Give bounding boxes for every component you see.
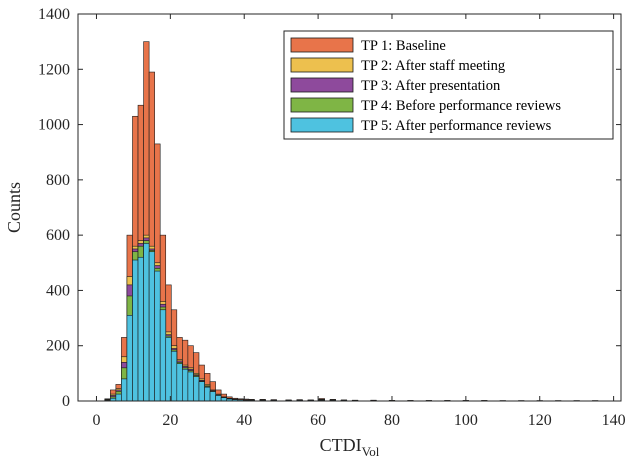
- bar-series-5: [126, 315, 133, 402]
- bar-series-5: [209, 391, 216, 402]
- bar-series-5: [159, 309, 167, 402]
- x-tick-label: 60: [310, 412, 326, 429]
- bar-series-5: [143, 243, 150, 402]
- y-tick-label: 600: [46, 227, 70, 244]
- legend-entry: TP 4: Before performance reviews: [361, 98, 561, 114]
- y-axis: 0 200 400 600 800 1000 1200 1400: [38, 6, 621, 410]
- bar-series-5: [137, 256, 144, 402]
- legend-swatch: [290, 37, 354, 53]
- x-tick-label: 140: [602, 412, 626, 429]
- bar-series-5: [165, 337, 172, 402]
- bar-series-5: [182, 368, 189, 402]
- x-tick-label: 0: [92, 412, 100, 429]
- bar-series-5: [176, 363, 183, 402]
- legend-swatch: [290, 77, 354, 93]
- x-tick-label: 120: [528, 412, 552, 429]
- bar-series-5: [198, 381, 205, 402]
- x-axis-label: CTDIVol: [320, 435, 380, 459]
- x-tick-label: 40: [236, 412, 252, 429]
- plot-frame: [77, 13, 622, 402]
- x-axis-label-subscript: Vol: [362, 444, 380, 459]
- x-axis-label-main: CTDI: [320, 435, 362, 455]
- y-tick-label: 1000: [38, 117, 70, 134]
- x-tick-label: 100: [454, 412, 478, 429]
- y-tick-label: 1400: [38, 6, 70, 23]
- y-tick-label: 400: [46, 282, 70, 299]
- y-tick-label: 1200: [38, 61, 70, 78]
- x-tick-label: 80: [384, 412, 400, 429]
- bar-series-5: [187, 371, 194, 402]
- y-tick-label: 200: [46, 338, 70, 355]
- legend-entry: TP 5: After performance reviews: [361, 118, 552, 134]
- bar-series-5: [193, 376, 200, 402]
- bar-series-5: [121, 378, 128, 402]
- legend-entry: TP 2: After staff meeting: [361, 58, 505, 74]
- bar-series-5: [132, 259, 139, 402]
- legend-swatch: [290, 57, 354, 73]
- x-axis: 0 20 40 60 80 100 120 140: [92, 14, 626, 429]
- y-tick-label: 0: [62, 393, 70, 410]
- y-axis-label: Counts: [4, 182, 24, 233]
- x-tick-label: 20: [162, 412, 178, 429]
- legend: TP 1: Baseline TP 2: After staff meeting T…: [283, 30, 614, 140]
- bar-series-5: [148, 251, 155, 402]
- bar-series-5: [115, 393, 122, 402]
- bar-series-5: [154, 270, 161, 402]
- legend-entry: TP 1: Baseline: [361, 38, 446, 54]
- legend-entry: TP 3: After presentation: [361, 78, 501, 94]
- y-tick-label: 800: [46, 172, 70, 189]
- bar-series-5: [204, 386, 211, 402]
- legend-swatch: [290, 97, 354, 113]
- bar-series-5: [215, 395, 222, 402]
- bar-series-5: [170, 350, 178, 402]
- legend-swatch: [290, 117, 354, 133]
